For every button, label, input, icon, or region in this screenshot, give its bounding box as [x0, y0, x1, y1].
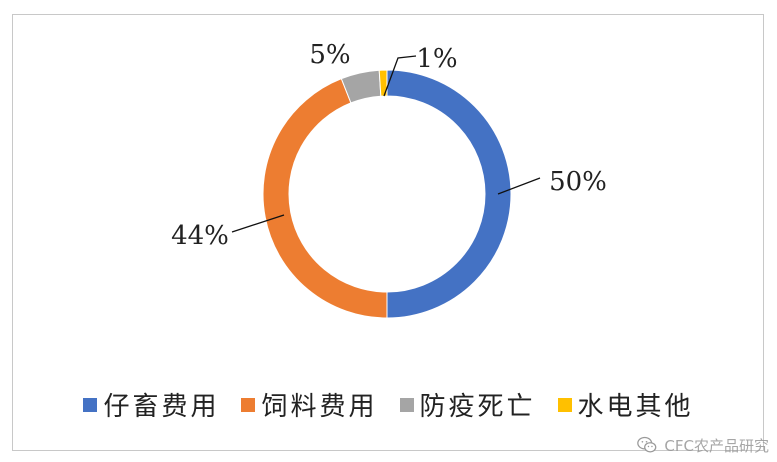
chart-frame — [12, 14, 764, 451]
data-label-group: 50% 44% 5% 1% — [171, 40, 607, 251]
slice-2 — [262, 78, 388, 319]
data-label-4: 1% — [416, 44, 457, 74]
legend-swatch — [557, 397, 572, 412]
slice-group — [262, 69, 512, 319]
watermark-text: CFC农产品研究 — [664, 436, 769, 455]
data-label-1: 50% — [549, 167, 607, 197]
leader-line-4 — [383, 55, 417, 97]
leader-line-group — [231, 55, 541, 233]
legend-swatch — [399, 397, 414, 412]
legend-swatch — [83, 397, 98, 412]
data-label-2: 44% — [171, 221, 229, 251]
legend-item-2: 饲料费用 — [241, 386, 377, 423]
watermark: CFC农产品研究 — [636, 434, 769, 456]
legend-item-3: 防疫死亡 — [399, 386, 536, 423]
legend-label: 水电其他 — [577, 392, 694, 422]
leader-line-2 — [231, 214, 285, 233]
leader-line-1 — [497, 177, 541, 195]
legend-label: 防疫死亡 — [419, 392, 536, 422]
wechat-icon — [637, 436, 657, 453]
slice-1 — [386, 69, 512, 319]
legend-item-1: 仔畜费用 — [83, 386, 219, 423]
legend-label: 饲料费用 — [261, 392, 378, 422]
legend-label: 仔畜费用 — [103, 392, 220, 422]
legend: 仔畜费用 饲料费用 防疫死亡 水电其他 — [0, 386, 777, 423]
slice-4 — [378, 69, 388, 97]
legend-item-4: 水电其他 — [557, 386, 694, 423]
legend-swatch — [241, 397, 256, 412]
data-label-3: 5% — [309, 40, 350, 70]
